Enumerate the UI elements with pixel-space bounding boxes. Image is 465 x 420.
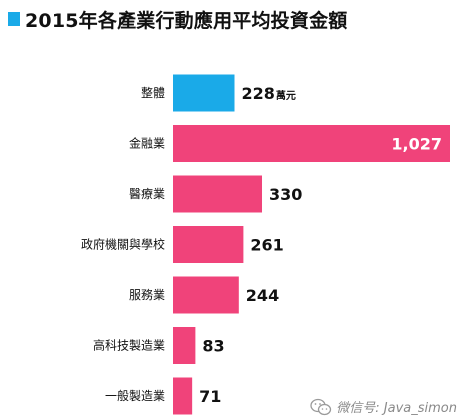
value-label: 71: [199, 387, 221, 406]
bar: [173, 74, 235, 112]
chart-title: 2015年各產業行動應用平均投資金額: [25, 9, 348, 32]
wechat-icon: [310, 398, 332, 415]
value-label: 83: [202, 337, 224, 356]
value-label: 244: [246, 286, 279, 305]
value-label: 228: [241, 84, 274, 103]
bar: [173, 226, 244, 263]
value-label: 330: [269, 185, 302, 204]
category-label: 服務業: [129, 288, 165, 302]
category-label: 醫療業: [129, 187, 165, 201]
category-label: 一般製造業: [105, 388, 165, 403]
bar: [173, 175, 263, 213]
chart-title-block: 2015年各產業行動應用平均投資金額: [8, 6, 347, 32]
category-label: 政府機關與學校: [81, 237, 165, 252]
category-label: 整體: [141, 85, 165, 100]
watermark-text: 微信号: Java_simon: [336, 401, 457, 416]
bar: [173, 125, 450, 162]
bar: [173, 276, 239, 314]
value-label: 261: [250, 236, 283, 255]
bar: [173, 377, 193, 415]
category-label: 金融業: [129, 136, 165, 151]
watermark: 微信号: Java_simon: [310, 397, 457, 416]
category-label: 高科技製造業: [93, 338, 165, 353]
bar: [173, 327, 196, 364]
value-label: 1,027: [391, 135, 442, 154]
title-square-icon: [8, 12, 20, 26]
unit-label: 萬元: [276, 89, 296, 102]
